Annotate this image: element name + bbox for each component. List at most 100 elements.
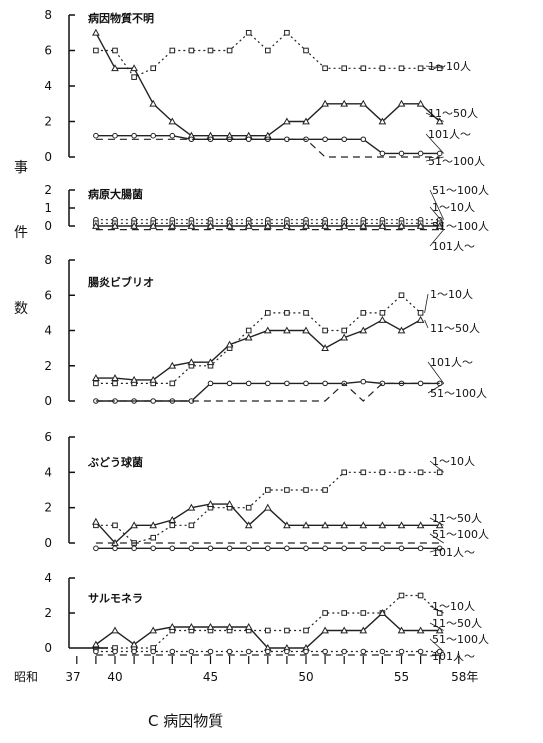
series-label-leader xyxy=(427,361,445,384)
data-point-circle xyxy=(436,648,443,655)
data-point-circle xyxy=(303,648,309,655)
series-label-leader xyxy=(429,622,444,631)
y-tick-label: 0 xyxy=(44,219,52,233)
data-point-circle xyxy=(112,648,118,655)
data-point-triangle xyxy=(321,626,329,634)
data-point-triangle xyxy=(130,640,138,648)
data-point-triangle xyxy=(378,221,387,229)
y-tick-label: 8 xyxy=(44,253,52,267)
data-point-square xyxy=(112,380,118,387)
series-label: 1～10人 xyxy=(430,288,473,301)
series-label: 101人～ xyxy=(432,240,475,253)
data-point-square xyxy=(322,327,328,334)
data-point-circle xyxy=(131,132,137,139)
data-point-triangle xyxy=(416,221,425,229)
data-point-triangle xyxy=(340,221,349,229)
data-point-square xyxy=(379,310,386,316)
data-point-triangle xyxy=(435,626,444,634)
data-point-square xyxy=(265,47,271,54)
data-point-circle xyxy=(169,545,176,552)
data-point-circle xyxy=(188,545,195,552)
y-tick-label: 8 xyxy=(44,8,52,22)
data-point-triangle xyxy=(225,622,234,630)
data-point-square xyxy=(341,469,347,476)
data-point-triangle xyxy=(168,622,177,630)
data-point-triangle xyxy=(359,326,368,334)
data-point-circle xyxy=(245,136,252,143)
data-point-square xyxy=(303,487,309,493)
series-label: 51～100人 xyxy=(432,184,489,197)
y-tick-label: 4 xyxy=(44,324,52,338)
series-label: 11～50人 xyxy=(432,617,482,630)
data-point-circle xyxy=(131,545,137,552)
data-point-square xyxy=(93,380,99,387)
panel-title: 病原大腸菌 xyxy=(88,187,143,201)
data-point-circle xyxy=(93,132,99,139)
data-point-triangle xyxy=(206,622,215,630)
y-axis-label-char: 事 xyxy=(14,160,28,176)
data-point-square xyxy=(131,74,137,80)
data-point-triangle xyxy=(340,521,349,529)
data-point-triangle xyxy=(397,626,406,634)
data-point-triangle xyxy=(302,521,310,529)
data-point-triangle xyxy=(92,640,100,648)
series-label: 51～100人 xyxy=(432,633,489,646)
data-point-circle xyxy=(226,648,233,655)
data-point-triangle xyxy=(397,326,406,334)
data-point-triangle xyxy=(244,521,253,529)
data-point-triangle xyxy=(206,358,215,366)
y-axis-label-char: 数 xyxy=(14,301,28,317)
data-point-triangle xyxy=(168,221,177,229)
series-label-leader xyxy=(429,638,444,652)
x-tick-label: 50 xyxy=(298,670,313,684)
data-point-triangle xyxy=(321,99,329,107)
series-line xyxy=(95,319,421,381)
series-line xyxy=(95,594,441,649)
data-point-circle xyxy=(169,648,176,655)
series-label: 1～10人 xyxy=(428,60,471,73)
y-tick-label: 1 xyxy=(44,201,52,215)
data-point-triangle xyxy=(111,374,119,381)
data-point-triangle xyxy=(397,221,406,229)
data-point-circle xyxy=(322,545,328,552)
y-tick-label: 4 xyxy=(44,465,52,479)
data-point-triangle xyxy=(435,117,444,125)
series-line xyxy=(95,138,440,158)
data-point-square xyxy=(360,610,367,616)
series-label: 101人～ xyxy=(432,650,475,663)
series-label-leader xyxy=(429,654,444,657)
data-point-circle xyxy=(360,545,367,552)
data-point-circle xyxy=(207,648,214,655)
data-point-triangle xyxy=(263,326,272,334)
data-point-triangle xyxy=(225,500,234,508)
data-point-square xyxy=(150,534,156,541)
series-label: 51～100人 xyxy=(428,155,485,168)
series-label-leader xyxy=(427,383,444,394)
data-point-triangle xyxy=(416,521,425,529)
data-point-triangle xyxy=(225,340,234,348)
data-point-circle xyxy=(265,380,271,387)
x-tick-label: 40 xyxy=(107,670,122,684)
data-point-square xyxy=(436,469,443,476)
y-tick-label: 2 xyxy=(44,183,52,197)
data-point-circle xyxy=(284,648,290,655)
y-tick-label: 6 xyxy=(44,44,52,58)
data-point-triangle xyxy=(416,99,425,107)
series-label-leader xyxy=(429,189,445,220)
panel-title: 病因物質不明 xyxy=(88,11,154,25)
data-point-circle xyxy=(341,648,348,655)
panel-title: 腸炎ビブリオ xyxy=(88,275,154,289)
data-point-triangle xyxy=(111,64,119,72)
data-point-triangle xyxy=(149,221,158,229)
series-label: 11～50人 xyxy=(430,322,480,335)
data-point-triangle xyxy=(378,608,387,616)
y-tick-label: 2 xyxy=(44,501,52,515)
data-point-triangle xyxy=(340,333,349,341)
data-point-circle xyxy=(112,132,118,139)
x-tick-label: 58年 xyxy=(451,670,478,684)
data-point-circle xyxy=(112,545,118,552)
data-point-circle xyxy=(360,648,367,655)
data-point-triangle xyxy=(359,521,368,529)
data-point-triangle xyxy=(340,99,349,107)
